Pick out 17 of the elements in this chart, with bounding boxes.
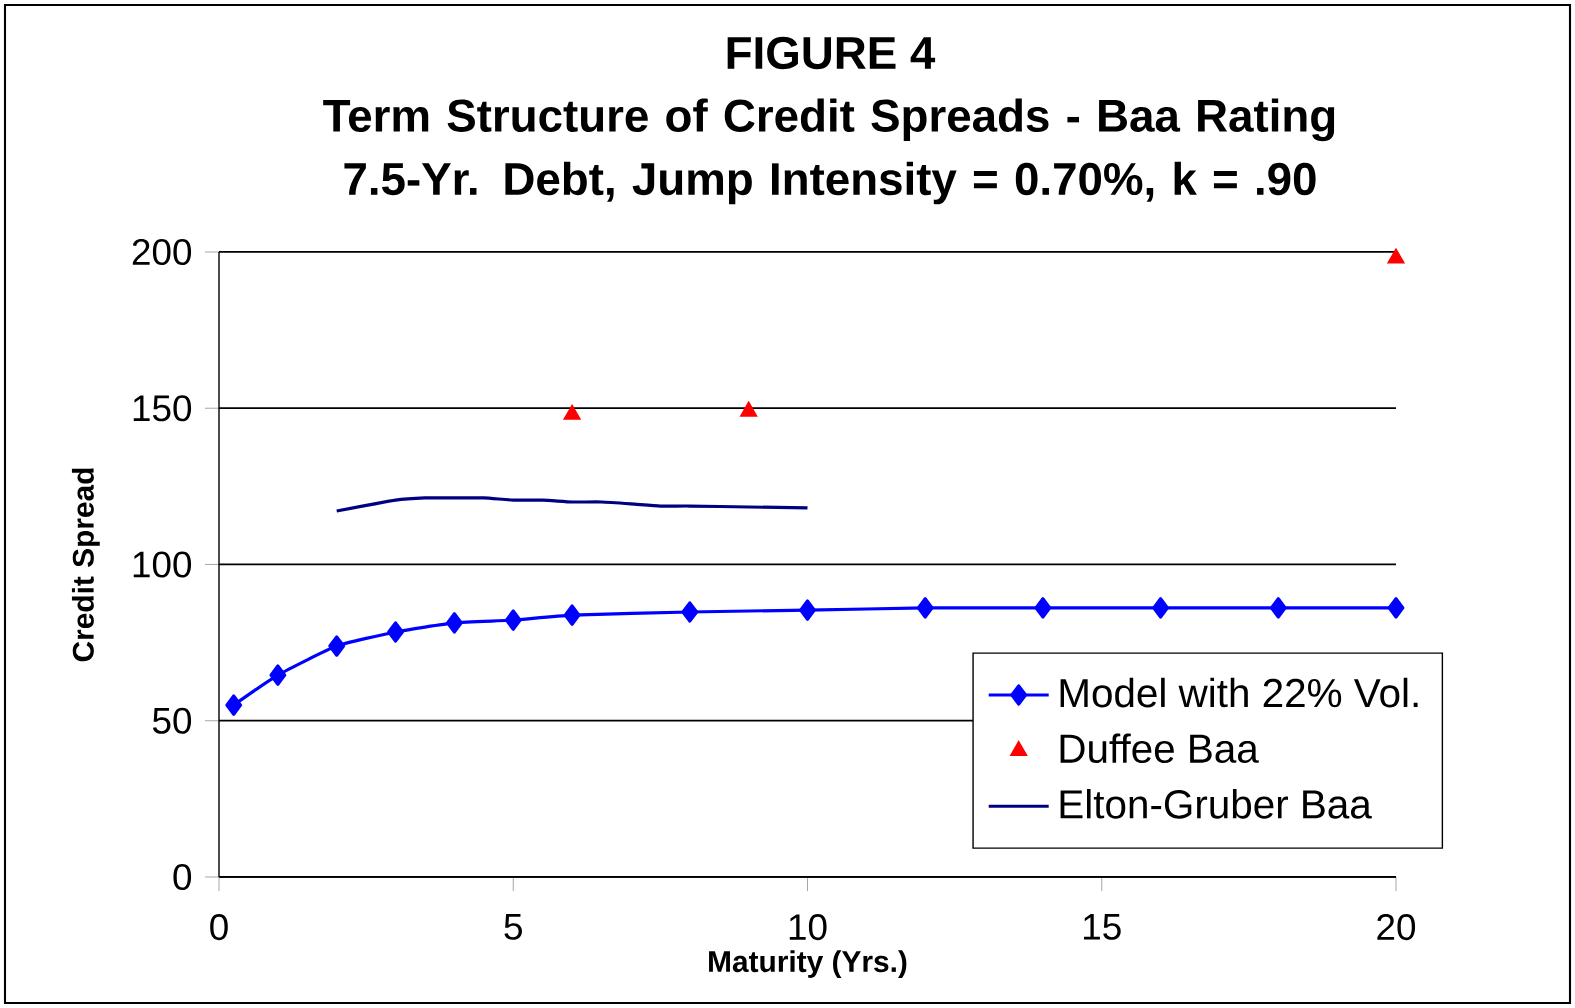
legend-label: Elton-Gruber Baa: [1060, 789, 1372, 819]
chart-subtitle: Term Structure of Credit Spreads - Baa Rating 7.5-Yr. Debt, Jump Intensity = 0.70%, k = .90: [323, 98, 1335, 205]
y-tick-label: 200: [132, 238, 192, 266]
legend-label: Duffee Baa: [1060, 733, 1259, 764]
x-tick-label: 10: [789, 914, 827, 941]
y-tick-label: 0: [173, 863, 192, 891]
x-tick-label: 15: [1084, 914, 1121, 940]
y-tick-label: 50: [152, 707, 192, 734]
y-tick-label: 150: [133, 395, 192, 422]
x-tick-label: 0: [210, 914, 228, 941]
chart-title: FIGURE 4: [727, 36, 936, 70]
x-axis-title: Maturity (Yrs.): [709, 950, 907, 979]
y-tick-label: 100: [133, 551, 192, 578]
x-tick-label: 5: [504, 914, 522, 940]
legend-label: Model with 22% Vol.: [1060, 677, 1418, 708]
x-tick-label: 20: [1377, 914, 1416, 941]
y-axis-title: Credit Spread: [71, 468, 100, 662]
